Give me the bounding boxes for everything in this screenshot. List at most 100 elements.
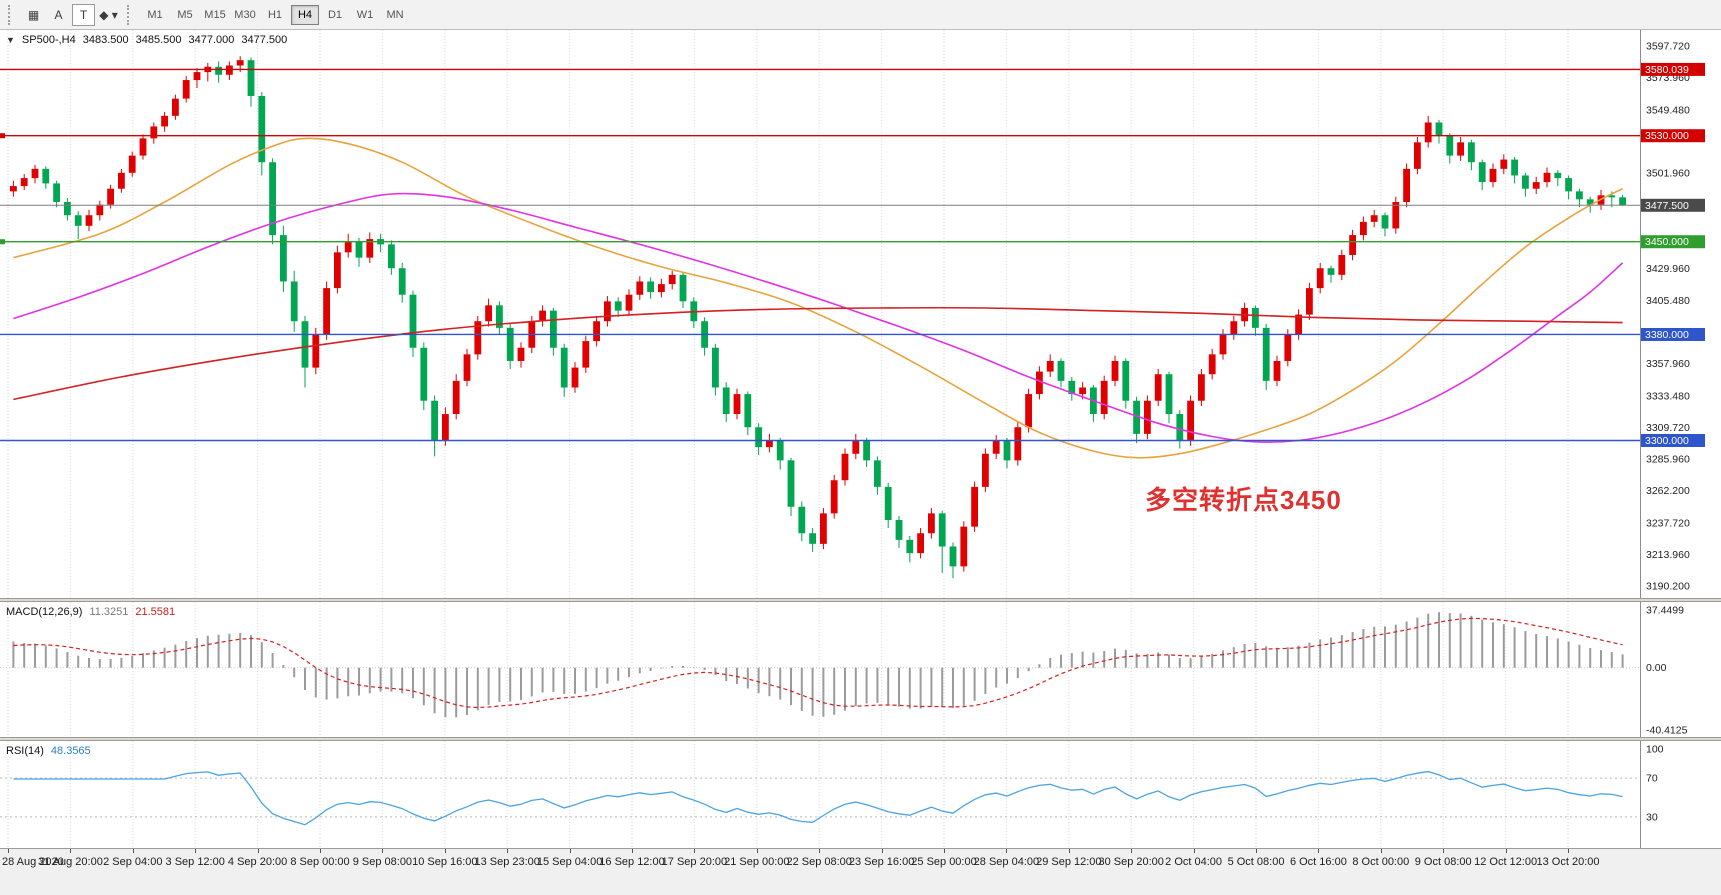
line-anchor-marker[interactable]: [0, 133, 5, 139]
macd-canvas[interactable]: 37.4499 0.00 -40.4125: [0, 602, 1721, 737]
price-tag[interactable]: [1641, 235, 1705, 249]
timeframe-m5-button[interactable]: M5: [171, 5, 199, 25]
bull-candle: [107, 188, 114, 205]
bull-candle: [1025, 394, 1032, 428]
price-tag[interactable]: [1641, 433, 1705, 447]
bear-candle: [1252, 307, 1259, 328]
bull-candle: [312, 334, 320, 368]
time-label: 6 Oct 16:00: [1289, 856, 1347, 868]
bar-high-value: 3485.500: [135, 34, 182, 46]
price-tag-label[interactable]: 3380.000: [1645, 329, 1689, 341]
bear-candle: [1565, 178, 1572, 192]
macd-axis-tick: 0.00: [1646, 662, 1667, 674]
price-tag-label[interactable]: 3530.000: [1645, 130, 1689, 142]
bear-candle: [1586, 199, 1594, 205]
ma-slow-line: [13, 306, 1623, 401]
annotation-text[interactable]: 多空转折点3450: [1145, 485, 1342, 515]
panel-splitter[interactable]: [0, 598, 1721, 602]
bear-candle: [1522, 175, 1529, 189]
bear-candle: [74, 215, 82, 226]
price-tag[interactable]: [1641, 129, 1705, 143]
rsi-name: RSI(14): [6, 745, 44, 757]
price-tag-label[interactable]: 3477.500: [1645, 200, 1689, 212]
price-tag[interactable]: [1641, 62, 1705, 76]
price-tag-label[interactable]: 3450.000: [1645, 236, 1689, 248]
bull-candle: [1230, 321, 1238, 335]
time-label: 8 Oct 00:00: [1352, 856, 1410, 868]
time-tick: [756, 849, 758, 853]
time-tick: [132, 849, 134, 853]
bull-candle: [593, 321, 600, 342]
rsi-indicator-label: RSI(14) 48.3565: [6, 745, 91, 757]
bull-candle: [604, 301, 611, 322]
bear-candle: [42, 168, 50, 184]
bear-candle: [1468, 142, 1475, 163]
rsi-panel[interactable]: 100 70 30 RSI(14) 48.3565: [0, 741, 1721, 848]
shapes-tool-button[interactable]: ◆ ▾: [97, 4, 120, 26]
bull-candle: [539, 310, 546, 322]
bull-candle: [1208, 354, 1216, 375]
toolbar-grip[interactable]: [127, 4, 134, 25]
bull-candle: [1219, 334, 1227, 355]
price-chart-canvas[interactable]: 3597.7203573.9603549.4803501.9603429.960…: [0, 30, 1721, 598]
bull-candle: [85, 215, 93, 226]
bear-candle: [355, 241, 363, 258]
text-tool-button[interactable]: T: [72, 3, 95, 26]
bear-candle: [1554, 172, 1562, 179]
timeframe-mn-button[interactable]: MN: [381, 5, 409, 25]
bear-candle: [1446, 135, 1454, 156]
price-tag-label[interactable]: 3300.000: [1645, 435, 1689, 447]
price-tag[interactable]: [1641, 327, 1705, 341]
bull-candle: [1111, 360, 1119, 381]
timeframe-w1-button[interactable]: W1: [351, 5, 379, 25]
bull-candle: [1392, 201, 1400, 229]
bull-candle: [1370, 215, 1378, 222]
timeframe-m15-button[interactable]: M15: [201, 5, 229, 25]
charts-grid-button[interactable]: ▦: [22, 4, 45, 26]
price-chart-panel[interactable]: 3597.720 3573.960 3549.480 3501.960 3429.960…: [0, 30, 1721, 598]
panel-splitter[interactable]: [0, 737, 1721, 741]
bear-candle: [420, 347, 428, 401]
timeframe-h1-button[interactable]: H1: [261, 5, 289, 25]
bull-candle: [1154, 374, 1162, 401]
bear-candle: [269, 162, 276, 236]
bear-candle: [1619, 197, 1626, 206]
time-axis[interactable]: 28 Aug 2020 31 Aug 20:00 2 Sep 04:00 3 Sep …: [0, 848, 1721, 895]
cursor-tool-button[interactable]: A: [47, 4, 70, 26]
macd-panel[interactable]: 37.4499 0.00 -40.4125 MACD(12,26,9) 11.325…: [0, 602, 1721, 737]
rsi-canvas[interactable]: 100 70 30: [0, 741, 1721, 848]
bear-candle: [290, 281, 298, 322]
bull-candle: [1360, 221, 1367, 236]
bull-candle: [20, 178, 28, 187]
time-label: 23 Sep 16:00: [848, 856, 915, 868]
bull-candle: [668, 274, 676, 285]
toolbar-grip[interactable]: [8, 4, 15, 25]
timeframe-h4-button[interactable]: H4: [291, 4, 319, 25]
time-tick: [1256, 849, 1257, 853]
collapse-arrow-icon[interactable]: ▼: [6, 35, 15, 45]
time-tick: [8, 849, 9, 853]
line-anchor-marker[interactable]: [0, 239, 5, 245]
bull-candle: [1036, 371, 1043, 395]
bull-candle: [182, 80, 190, 99]
timeframe-m1-button[interactable]: M1: [141, 5, 169, 25]
time-tick: [507, 849, 509, 853]
bar-low-value: 3477.000: [188, 34, 235, 46]
bull-candle: [582, 341, 590, 368]
bull-candle: [474, 321, 482, 355]
bear-candle: [1511, 159, 1518, 176]
bear-candle: [938, 513, 946, 547]
price-tag-label[interactable]: 3580.039: [1645, 64, 1689, 76]
timeframe-m30-button[interactable]: M30: [231, 5, 259, 25]
bull-candle: [1046, 360, 1054, 372]
time-tick: [70, 849, 72, 853]
time-tick: [1318, 849, 1320, 853]
timeframe-d1-button[interactable]: D1: [321, 5, 349, 25]
price-axis-tick: 3262.200: [1646, 485, 1690, 497]
time-label: 29 Sep 12:00: [1036, 856, 1102, 868]
bear-candle: [409, 294, 417, 348]
time-label: 31 Aug 20:00: [37, 856, 103, 868]
price-tag[interactable]: [1641, 198, 1705, 212]
macd-axis-tick: 37.4499: [1646, 604, 1684, 616]
